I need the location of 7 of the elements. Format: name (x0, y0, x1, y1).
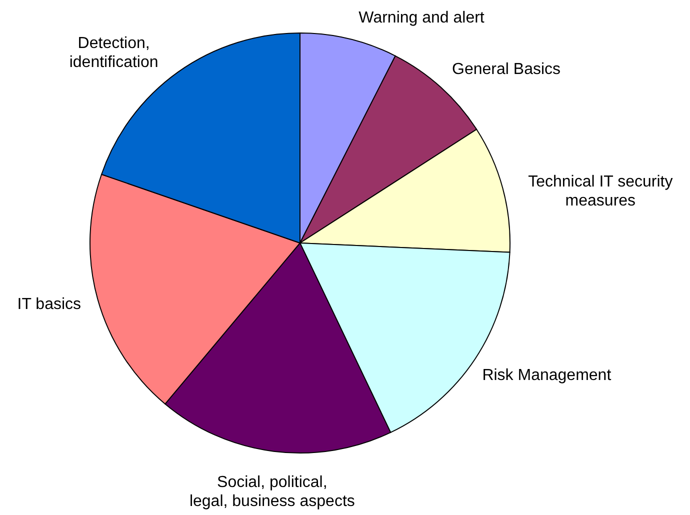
slice-label: Detection, identification (69, 35, 158, 72)
slice-label: Technical IT security measures (528, 173, 673, 210)
slice-label: General Basics (452, 60, 561, 78)
slice-label: IT basics (17, 296, 82, 314)
slice-label: Risk Management (482, 366, 612, 384)
slice-label: Social, political, legal, business aspects (189, 474, 355, 510)
slice-label: Warning and alert (358, 10, 485, 27)
